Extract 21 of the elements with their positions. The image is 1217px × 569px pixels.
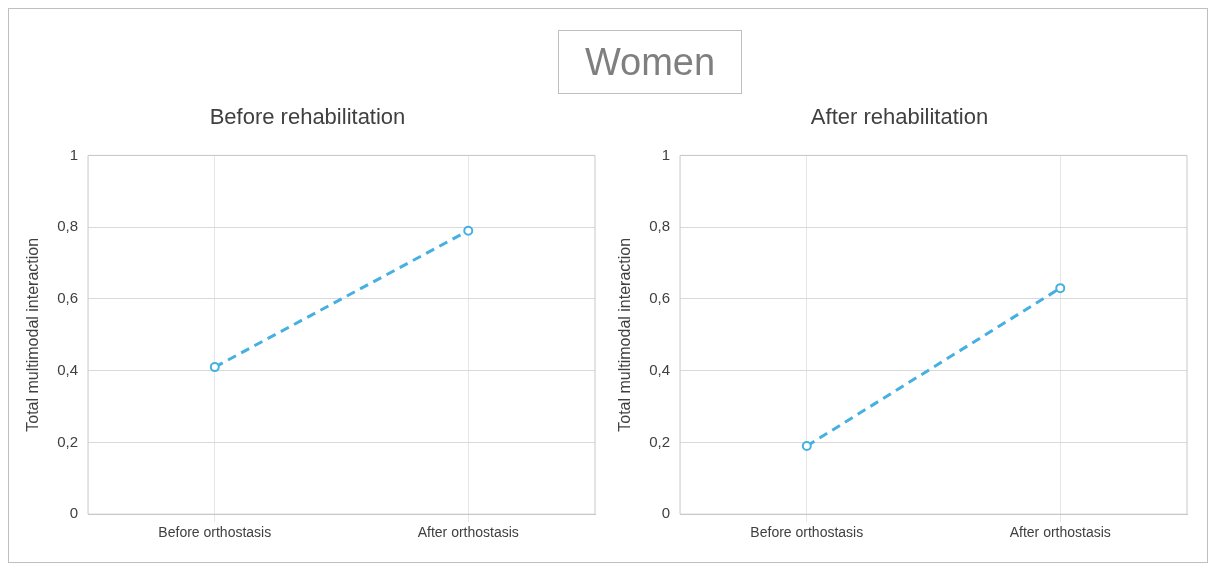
y-tick-label: 0,4 [57, 360, 79, 378]
y-tick-label: 1 [661, 145, 671, 163]
x-tick-label: After orthostasis [1009, 524, 1111, 541]
y-tick-label: 0,6 [57, 289, 79, 307]
chart-title: Before rehabilitation [209, 104, 406, 130]
y-tick-label: 0,8 [57, 217, 79, 235]
y-tick-label: 0 [661, 504, 671, 522]
y-tick-label: 0,4 [649, 360, 671, 378]
x-tick-label: Before orthostasis [750, 524, 864, 541]
y-tick-label: 0,2 [649, 432, 671, 450]
y-tick-label: 0,6 [649, 289, 671, 307]
y-tick-label: 0,8 [649, 217, 671, 235]
x-tick-label: After orthostasis [417, 524, 519, 541]
y-axis-title: Total multimodal interaction [616, 237, 634, 432]
y-tick-label: 0,2 [57, 432, 79, 450]
y-tick-label: 1 [69, 145, 79, 163]
y-tick-label: 0 [69, 504, 79, 522]
text: Women [558, 30, 742, 94]
x-tick-label: Before orthostasis [158, 524, 272, 541]
chart-title: After rehabilitation [810, 104, 989, 130]
y-axis-title: Total multimodal interaction [24, 237, 42, 432]
